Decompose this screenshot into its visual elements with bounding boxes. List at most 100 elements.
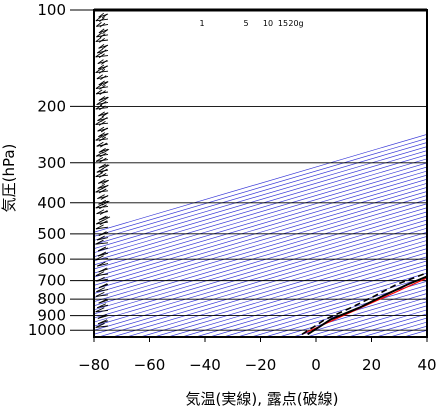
temperature-series-line: [307, 275, 427, 336]
wind-barb: [96, 143, 109, 147]
wind-barb: [98, 215, 107, 221]
wind-barb: [98, 188, 107, 194]
wind-barb: [96, 278, 109, 282]
wind-barb: [98, 163, 106, 169]
wind-barb: [95, 203, 104, 209]
adiabat-series-line: [301, 277, 427, 335]
y-tick-label: 600: [37, 250, 66, 268]
y-tick-label: 800: [37, 290, 66, 308]
wind-barb: [102, 148, 110, 154]
wind-barb: [95, 84, 103, 89]
wind-barb: [97, 194, 105, 200]
y-tick-label: 1000: [28, 321, 66, 339]
wind-barb: [99, 38, 105, 43]
mixing-ratio-label: 5: [243, 19, 248, 28]
wind-barb: [102, 29, 108, 35]
wind-barb: [96, 169, 109, 173]
wind-barb: [96, 276, 105, 282]
wind-barb: [98, 231, 107, 236]
wind-barb: [101, 133, 109, 138]
isotherm-line: [94, 195, 427, 294]
isotherm-line: [237, 280, 427, 337]
wind-barb: [96, 289, 109, 293]
isotherm-line: [167, 260, 427, 337]
y-tick-label: 400: [37, 194, 66, 212]
wind-barb: [99, 101, 107, 106]
wind-barb: [99, 204, 107, 210]
wind-barb: [95, 271, 105, 277]
wind-barb: [96, 287, 106, 293]
mixing-ratio-labels: 1 5 10 15 20g: [199, 19, 303, 28]
wind-barb: [95, 325, 109, 328]
wind-barb: [95, 68, 102, 73]
wind-barb: [98, 283, 108, 289]
isotherm-line: [209, 272, 427, 337]
x-tick-label: −60: [134, 356, 166, 374]
wind-barb: [99, 220, 108, 226]
wind-barb: [100, 127, 108, 133]
wind-barb: [99, 210, 108, 215]
mixing-ratio-label: 10: [263, 19, 273, 28]
x-tick-label: −20: [245, 356, 277, 374]
wind-barb: [101, 13, 108, 19]
isotherm-line: [94, 215, 427, 315]
wind-barb: [95, 242, 109, 245]
isotherm-line: [94, 219, 427, 319]
wind-barb: [102, 81, 109, 86]
wind-barb: [99, 22, 106, 28]
x-tick-label: 40: [417, 356, 436, 374]
wind-barb: [99, 90, 106, 96]
wind-barb: [99, 17, 105, 22]
wind-barb: [97, 246, 107, 252]
wind-barb: [96, 167, 104, 173]
x-tick-label: −40: [189, 356, 221, 374]
isotherm-line: [195, 268, 427, 337]
wind-barb: [98, 199, 107, 205]
wind-barb: [97, 319, 108, 325]
isotherm-line: [112, 244, 427, 337]
isotherm-line: [389, 325, 427, 337]
isotherm-line: [94, 187, 427, 286]
wind-barb: [101, 200, 110, 206]
wind-barb: [95, 120, 103, 125]
isotherm-line: [94, 227, 427, 327]
isotherm-line: [94, 231, 427, 331]
wind-barb: [98, 173, 107, 178]
y-tick-label: 700: [37, 272, 66, 290]
x-tick-label: −80: [78, 356, 110, 374]
isotherm-line: [94, 199, 427, 298]
isotherm-line: [140, 252, 427, 337]
wind-barb: [100, 75, 107, 80]
wind-barb: [95, 239, 104, 245]
wind-barb: [99, 33, 106, 39]
wind-barb: [95, 104, 103, 110]
wind-barb: [99, 142, 108, 148]
isotherm-line: [265, 289, 427, 337]
wind-barb: [96, 141, 104, 147]
wind-barb: [95, 273, 109, 277]
wind-barb: [95, 151, 104, 157]
isotherm-line: [94, 207, 427, 307]
wind-barb: [97, 48, 104, 54]
wind-barb: [96, 219, 105, 225]
wind-barb: [97, 183, 106, 189]
mixing-ratio-label: 1: [199, 19, 204, 28]
wind-barb: [95, 257, 109, 261]
wind-barb: [96, 74, 103, 80]
wind-barb: [98, 179, 106, 184]
x-tick-label: 20: [362, 356, 381, 374]
y-tick-label: 300: [37, 154, 66, 172]
wind-barb: [97, 116, 105, 122]
isotherm-line: [94, 154, 427, 254]
wind-barb: [95, 187, 104, 193]
wind-barb: [100, 49, 107, 55]
wind-barb: [98, 111, 105, 117]
isotherm-line: [94, 158, 427, 258]
temperature-line: [307, 275, 427, 336]
wind-barb: [97, 64, 105, 70]
wind-barb: [98, 148, 106, 153]
isotherm-line: [94, 191, 427, 290]
wind-barb: [102, 96, 109, 102]
isotherm-line: [181, 264, 427, 337]
